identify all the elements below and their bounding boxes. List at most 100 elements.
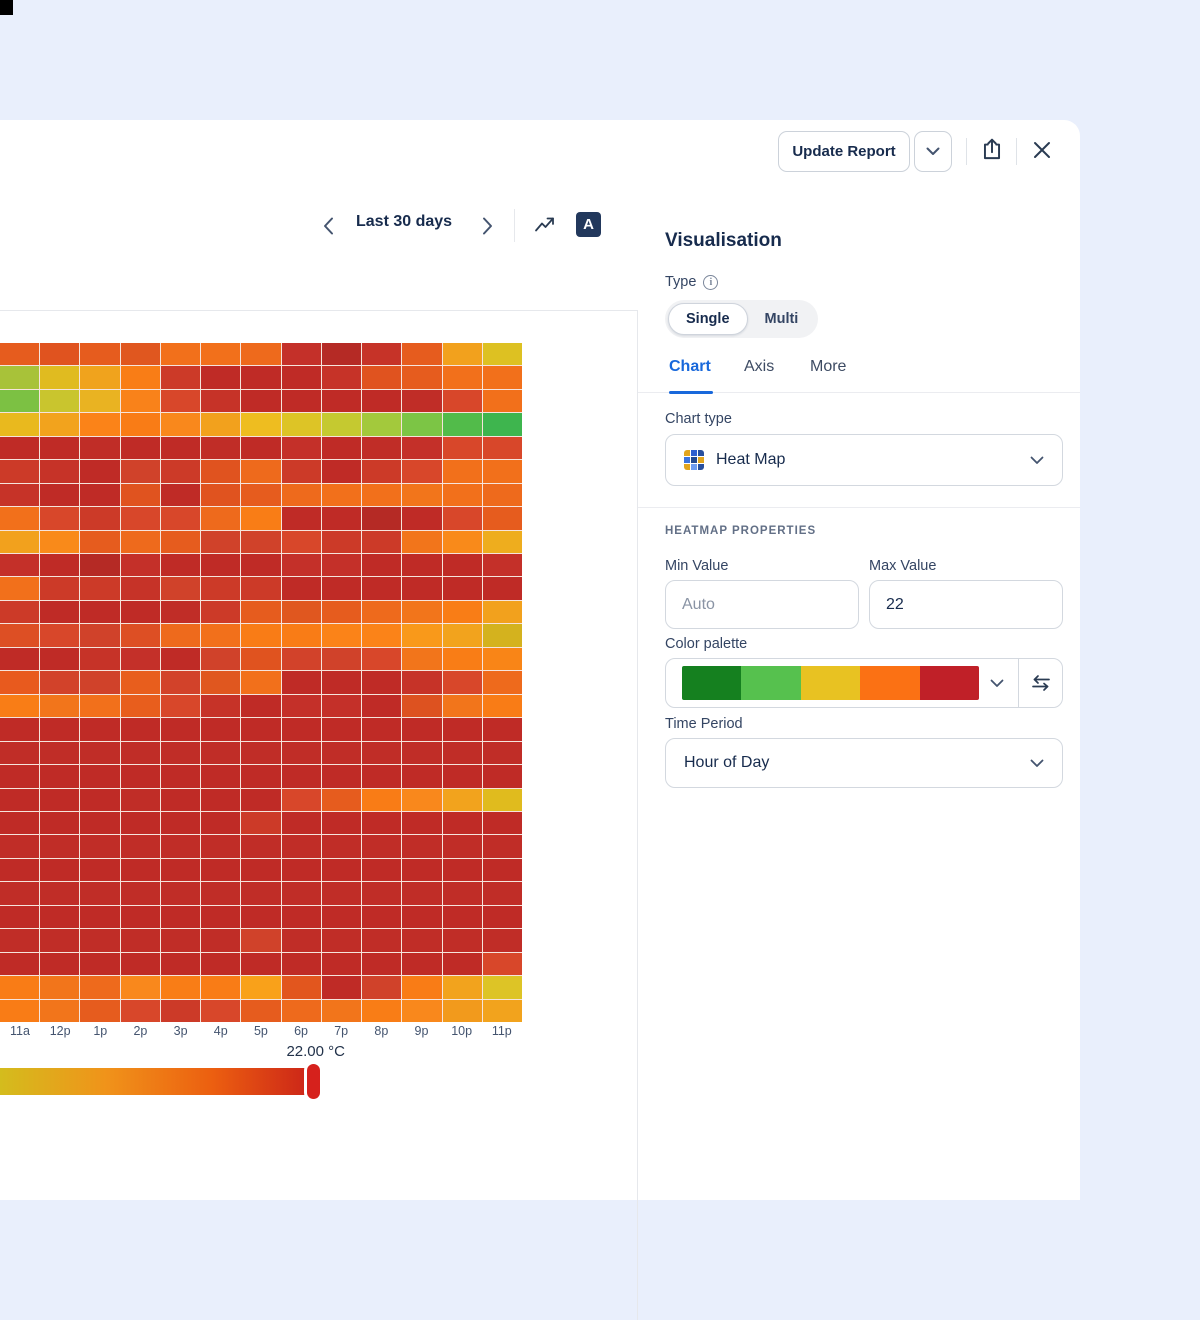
heatmap-cell[interactable] xyxy=(442,577,482,600)
heatmap-cell[interactable] xyxy=(321,718,362,741)
heatmap-cell[interactable] xyxy=(362,530,402,554)
heatmap-cell[interactable] xyxy=(482,600,522,624)
heatmap-cell[interactable] xyxy=(321,554,362,577)
heatmap-cell[interactable] xyxy=(201,366,241,389)
heatmap-cell[interactable] xyxy=(40,858,80,882)
heatmap-cell[interactable] xyxy=(0,600,40,624)
heatmap-cell[interactable] xyxy=(201,436,241,460)
heatmap-cell[interactable] xyxy=(442,647,482,671)
heatmap-cell[interactable] xyxy=(160,624,201,647)
heatmap-cell[interactable] xyxy=(241,741,281,765)
heatmap-cell[interactable] xyxy=(321,788,362,811)
heatmap-cell[interactable] xyxy=(80,436,120,460)
heatmap-cell[interactable] xyxy=(241,765,281,788)
heatmap-cell[interactable] xyxy=(120,577,160,600)
heatmap-cell[interactable] xyxy=(321,507,362,530)
heatmap-cell[interactable] xyxy=(201,718,241,741)
heatmap-cell[interactable] xyxy=(80,976,120,999)
heatmap-cell[interactable] xyxy=(80,460,120,483)
heatmap-cell[interactable] xyxy=(482,577,522,600)
heatmap-cell[interactable] xyxy=(160,600,201,624)
heatmap-cell[interactable] xyxy=(402,460,442,483)
next-period-button[interactable] xyxy=(473,212,501,240)
heatmap-cell[interactable] xyxy=(201,343,241,366)
heatmap-cell[interactable] xyxy=(442,835,482,858)
heatmap-cell[interactable] xyxy=(80,343,120,366)
heatmap-cell[interactable] xyxy=(201,624,241,647)
heatmap-cell[interactable] xyxy=(120,389,160,413)
heatmap-cell[interactable] xyxy=(40,718,80,741)
heatmap-cell[interactable] xyxy=(160,811,201,835)
heatmap-cell[interactable] xyxy=(80,413,120,436)
heatmap-cell[interactable] xyxy=(442,694,482,718)
heatmap-cell[interactable] xyxy=(120,718,160,741)
heatmap-cell[interactable] xyxy=(281,577,321,600)
heatmap-cell[interactable] xyxy=(0,624,40,647)
heatmap-cell[interactable] xyxy=(362,929,402,952)
heatmap-cell[interactable] xyxy=(201,671,241,694)
heatmap-cell[interactable] xyxy=(80,741,120,765)
heatmap-cell[interactable] xyxy=(442,436,482,460)
heatmap-cell[interactable] xyxy=(0,483,40,507)
heatmap-cell[interactable] xyxy=(0,507,40,530)
heatmap-cell[interactable] xyxy=(482,929,522,952)
heatmap-cell[interactable] xyxy=(442,530,482,554)
heatmap-cell[interactable] xyxy=(281,811,321,835)
heatmap-cell[interactable] xyxy=(321,929,362,952)
heatmap-cell[interactable] xyxy=(442,741,482,765)
heatmap-cell[interactable] xyxy=(120,811,160,835)
heatmap-cell[interactable] xyxy=(241,530,281,554)
heatmap-cell[interactable] xyxy=(402,389,442,413)
heatmap-cell[interactable] xyxy=(362,647,402,671)
heatmap-cell[interactable] xyxy=(80,811,120,835)
previous-period-button[interactable] xyxy=(314,212,342,240)
tab-axis[interactable]: Axis xyxy=(744,358,775,375)
heatmap-cell[interactable] xyxy=(321,882,362,905)
heatmap-cell[interactable] xyxy=(362,718,402,741)
heatmap-cell[interactable] xyxy=(281,460,321,483)
heatmap-cell[interactable] xyxy=(281,882,321,905)
heatmap-cell[interactable] xyxy=(281,530,321,554)
heatmap-cell[interactable] xyxy=(442,882,482,905)
heatmap-cell[interactable] xyxy=(201,507,241,530)
heatmap-cell[interactable] xyxy=(241,554,281,577)
type-option-multi[interactable]: Multi xyxy=(748,303,816,335)
heatmap-cell[interactable] xyxy=(442,366,482,389)
heatmap-cell[interactable] xyxy=(120,999,160,1022)
heatmap-cell[interactable] xyxy=(201,389,241,413)
heatmap-cell[interactable] xyxy=(281,343,321,366)
heatmap-cell[interactable] xyxy=(281,905,321,929)
heatmap-cell[interactable] xyxy=(442,976,482,999)
heatmap-cell[interactable] xyxy=(201,976,241,999)
heatmap-cell[interactable] xyxy=(40,976,80,999)
heatmap-cell[interactable] xyxy=(120,952,160,976)
heatmap-cell[interactable] xyxy=(241,483,281,507)
heatmap-cell[interactable] xyxy=(482,647,522,671)
heatmap-cell[interactable] xyxy=(442,483,482,507)
heatmap-cell[interactable] xyxy=(281,624,321,647)
heatmap-cell[interactable] xyxy=(160,343,201,366)
heatmap-cell[interactable] xyxy=(362,343,402,366)
heatmap-cell[interactable] xyxy=(442,905,482,929)
heatmap-cell[interactable] xyxy=(0,436,40,460)
heatmap-cell[interactable] xyxy=(362,413,402,436)
heatmap-cell[interactable] xyxy=(362,858,402,882)
heatmap-cell[interactable] xyxy=(321,765,362,788)
heatmap-cell[interactable] xyxy=(241,929,281,952)
heatmap-cell[interactable] xyxy=(402,366,442,389)
heatmap-cell[interactable] xyxy=(281,858,321,882)
heatmap-cell[interactable] xyxy=(362,577,402,600)
heatmap-cell[interactable] xyxy=(402,694,442,718)
heatmap-cell[interactable] xyxy=(241,835,281,858)
heatmap-cell[interactable] xyxy=(402,718,442,741)
heatmap-cell[interactable] xyxy=(0,882,40,905)
heatmap-cell[interactable] xyxy=(40,882,80,905)
heatmap-cell[interactable] xyxy=(241,671,281,694)
heatmap-cell[interactable] xyxy=(241,952,281,976)
heatmap-cell[interactable] xyxy=(201,882,241,905)
heatmap-cell[interactable] xyxy=(362,366,402,389)
heatmap-cell[interactable] xyxy=(362,507,402,530)
heatmap-cell[interactable] xyxy=(160,858,201,882)
heatmap-cell[interactable] xyxy=(442,600,482,624)
heatmap-cell[interactable] xyxy=(120,507,160,530)
